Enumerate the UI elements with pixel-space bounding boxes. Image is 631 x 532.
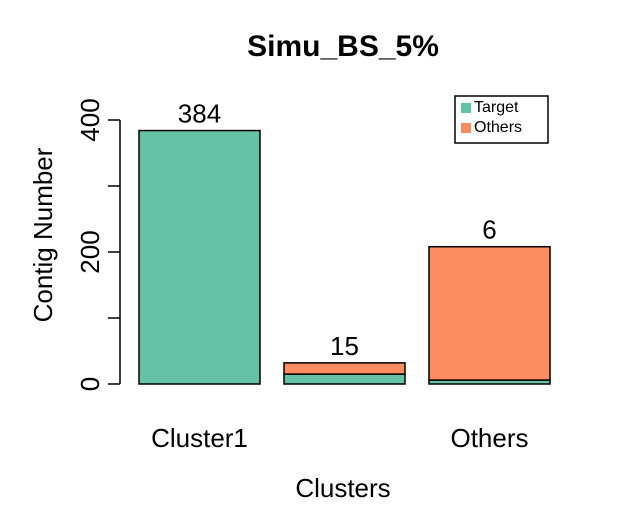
legend-label: Target [474, 99, 519, 116]
x-tick-label: Others [450, 423, 528, 453]
bar-segment [283, 362, 406, 375]
data-label: 384 [178, 98, 221, 128]
y-tick-label: 200 [75, 230, 105, 273]
x-axis-title: Clusters [295, 473, 390, 503]
bar-segment [428, 245, 551, 381]
data-label: 6 [482, 215, 496, 245]
y-axis-title: Contig Number [28, 147, 58, 322]
bar-segment [138, 129, 261, 385]
chart-title: Simu_BS_5% [247, 30, 439, 63]
legend-label: Others [474, 119, 522, 136]
data-label: 15 [330, 331, 359, 361]
bar-segment [283, 373, 406, 385]
x-tick-label: Cluster1 [151, 423, 248, 453]
legend-swatch [461, 103, 471, 113]
y-tick-label: 400 [75, 98, 105, 141]
y-tick-label: 0 [75, 377, 105, 391]
legend-swatch [461, 123, 471, 133]
